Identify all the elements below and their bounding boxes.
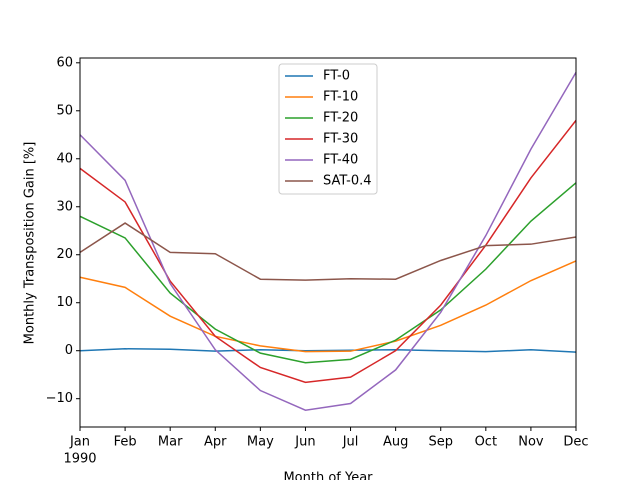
x-tick-label: Dec xyxy=(563,435,588,450)
series-line xyxy=(79,182,577,364)
series-line xyxy=(79,72,577,411)
x-tick-label: May xyxy=(247,435,274,450)
x-year-label: 1990 xyxy=(63,452,96,467)
y-tick-label: −10 xyxy=(46,391,73,406)
x-tick-label: Apr xyxy=(204,435,227,450)
y-tick-label: 60 xyxy=(56,55,73,70)
y-axis-label: Monthly Transposition Gain [%] xyxy=(23,142,38,345)
x-tick-label: Jan xyxy=(69,435,90,450)
x-tick-label: Feb xyxy=(114,435,137,450)
legend-label: FT-0 xyxy=(323,69,350,84)
y-tick-label: 40 xyxy=(56,151,73,166)
series-line xyxy=(79,260,577,353)
x-tick-label: Aug xyxy=(383,435,408,450)
x-axis-label: Month of Year xyxy=(283,471,373,480)
x-tick-label: Oct xyxy=(475,435,497,450)
x-tick-label: Jul xyxy=(342,435,359,450)
x-tick-label: Mar xyxy=(158,435,183,450)
plot-frame xyxy=(79,57,577,428)
legend-label: SAT-0.4 xyxy=(323,174,372,189)
legend-label: FT-30 xyxy=(323,132,358,147)
y-tick-label: 0 xyxy=(65,343,73,358)
y-tick-label: 30 xyxy=(56,199,73,214)
series-line xyxy=(79,348,577,353)
x-tick-label: Nov xyxy=(518,435,544,450)
x-tick-label: Sep xyxy=(428,435,453,450)
legend-label: FT-20 xyxy=(323,111,358,126)
legend-label: FT-10 xyxy=(323,90,358,105)
series-line xyxy=(79,222,577,281)
y-tick-label: 50 xyxy=(56,103,73,118)
x-tick-label: Jun xyxy=(294,435,315,450)
y-tick-label: 20 xyxy=(56,247,73,262)
y-tick-label: 10 xyxy=(56,295,73,310)
legend-label: FT-40 xyxy=(323,153,358,168)
